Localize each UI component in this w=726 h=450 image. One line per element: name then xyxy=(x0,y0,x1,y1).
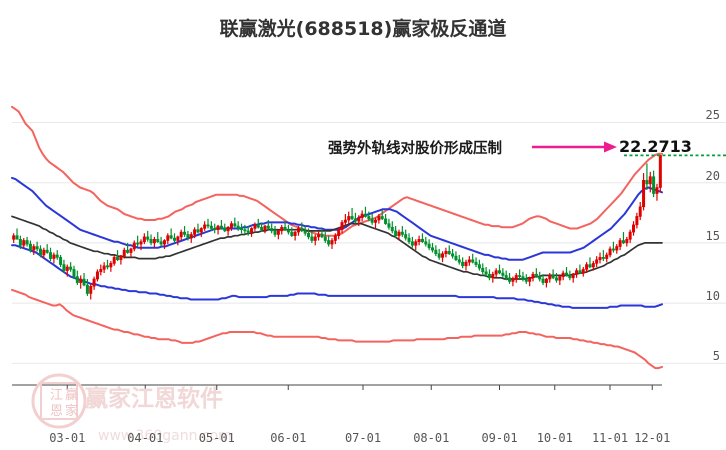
x-axis-tick-label: 08-01 xyxy=(413,431,450,445)
x-axis-tick-label: 10-01 xyxy=(536,431,573,445)
y-axis-tick-label: 20 xyxy=(705,168,720,183)
gridlines xyxy=(12,121,726,364)
x-axis-tick-label: 09-01 xyxy=(481,431,518,445)
last-price-label: 22.2713 xyxy=(619,137,692,156)
x-axis-tick-label: 04-01 xyxy=(127,431,164,445)
svg-text:家: 家 xyxy=(65,403,78,419)
pressure-annotation-label: 强势外轨线对股价形成压制 xyxy=(328,141,502,157)
x-axis-tick-label: 05-01 xyxy=(198,431,235,445)
x-axis-tick-label: 12-01 xyxy=(634,431,671,445)
candlesticks xyxy=(12,155,662,300)
annotation-arrow xyxy=(532,141,617,153)
x-axis-tick-label: 06-01 xyxy=(270,431,307,445)
x-axis-tick-label: 07-01 xyxy=(344,431,382,445)
svg-text:恩: 恩 xyxy=(50,404,63,419)
svg-text:赢: 赢 xyxy=(65,387,78,403)
y-axis-tick-label: 25 xyxy=(705,108,720,123)
watermark-url: www.360gann.com xyxy=(98,428,232,444)
x-axis xyxy=(12,384,662,390)
y-axis-tick-label: 5 xyxy=(712,349,720,364)
x-axis-tick-label: 11-01 xyxy=(591,431,629,445)
page-title: 联赢激光(688518)赢家极反通道 xyxy=(219,18,507,40)
y-axis-tick-label: 10 xyxy=(705,289,720,304)
y-axis-tick-label: 15 xyxy=(705,228,720,243)
svg-text:江: 江 xyxy=(50,388,63,403)
watermark-brand: 赢家江恩软件 xyxy=(85,386,223,412)
watermark-stamp-icon: 江 赢 恩 家 xyxy=(31,373,87,429)
x-axis-tick-label: 03-01 xyxy=(49,431,86,445)
